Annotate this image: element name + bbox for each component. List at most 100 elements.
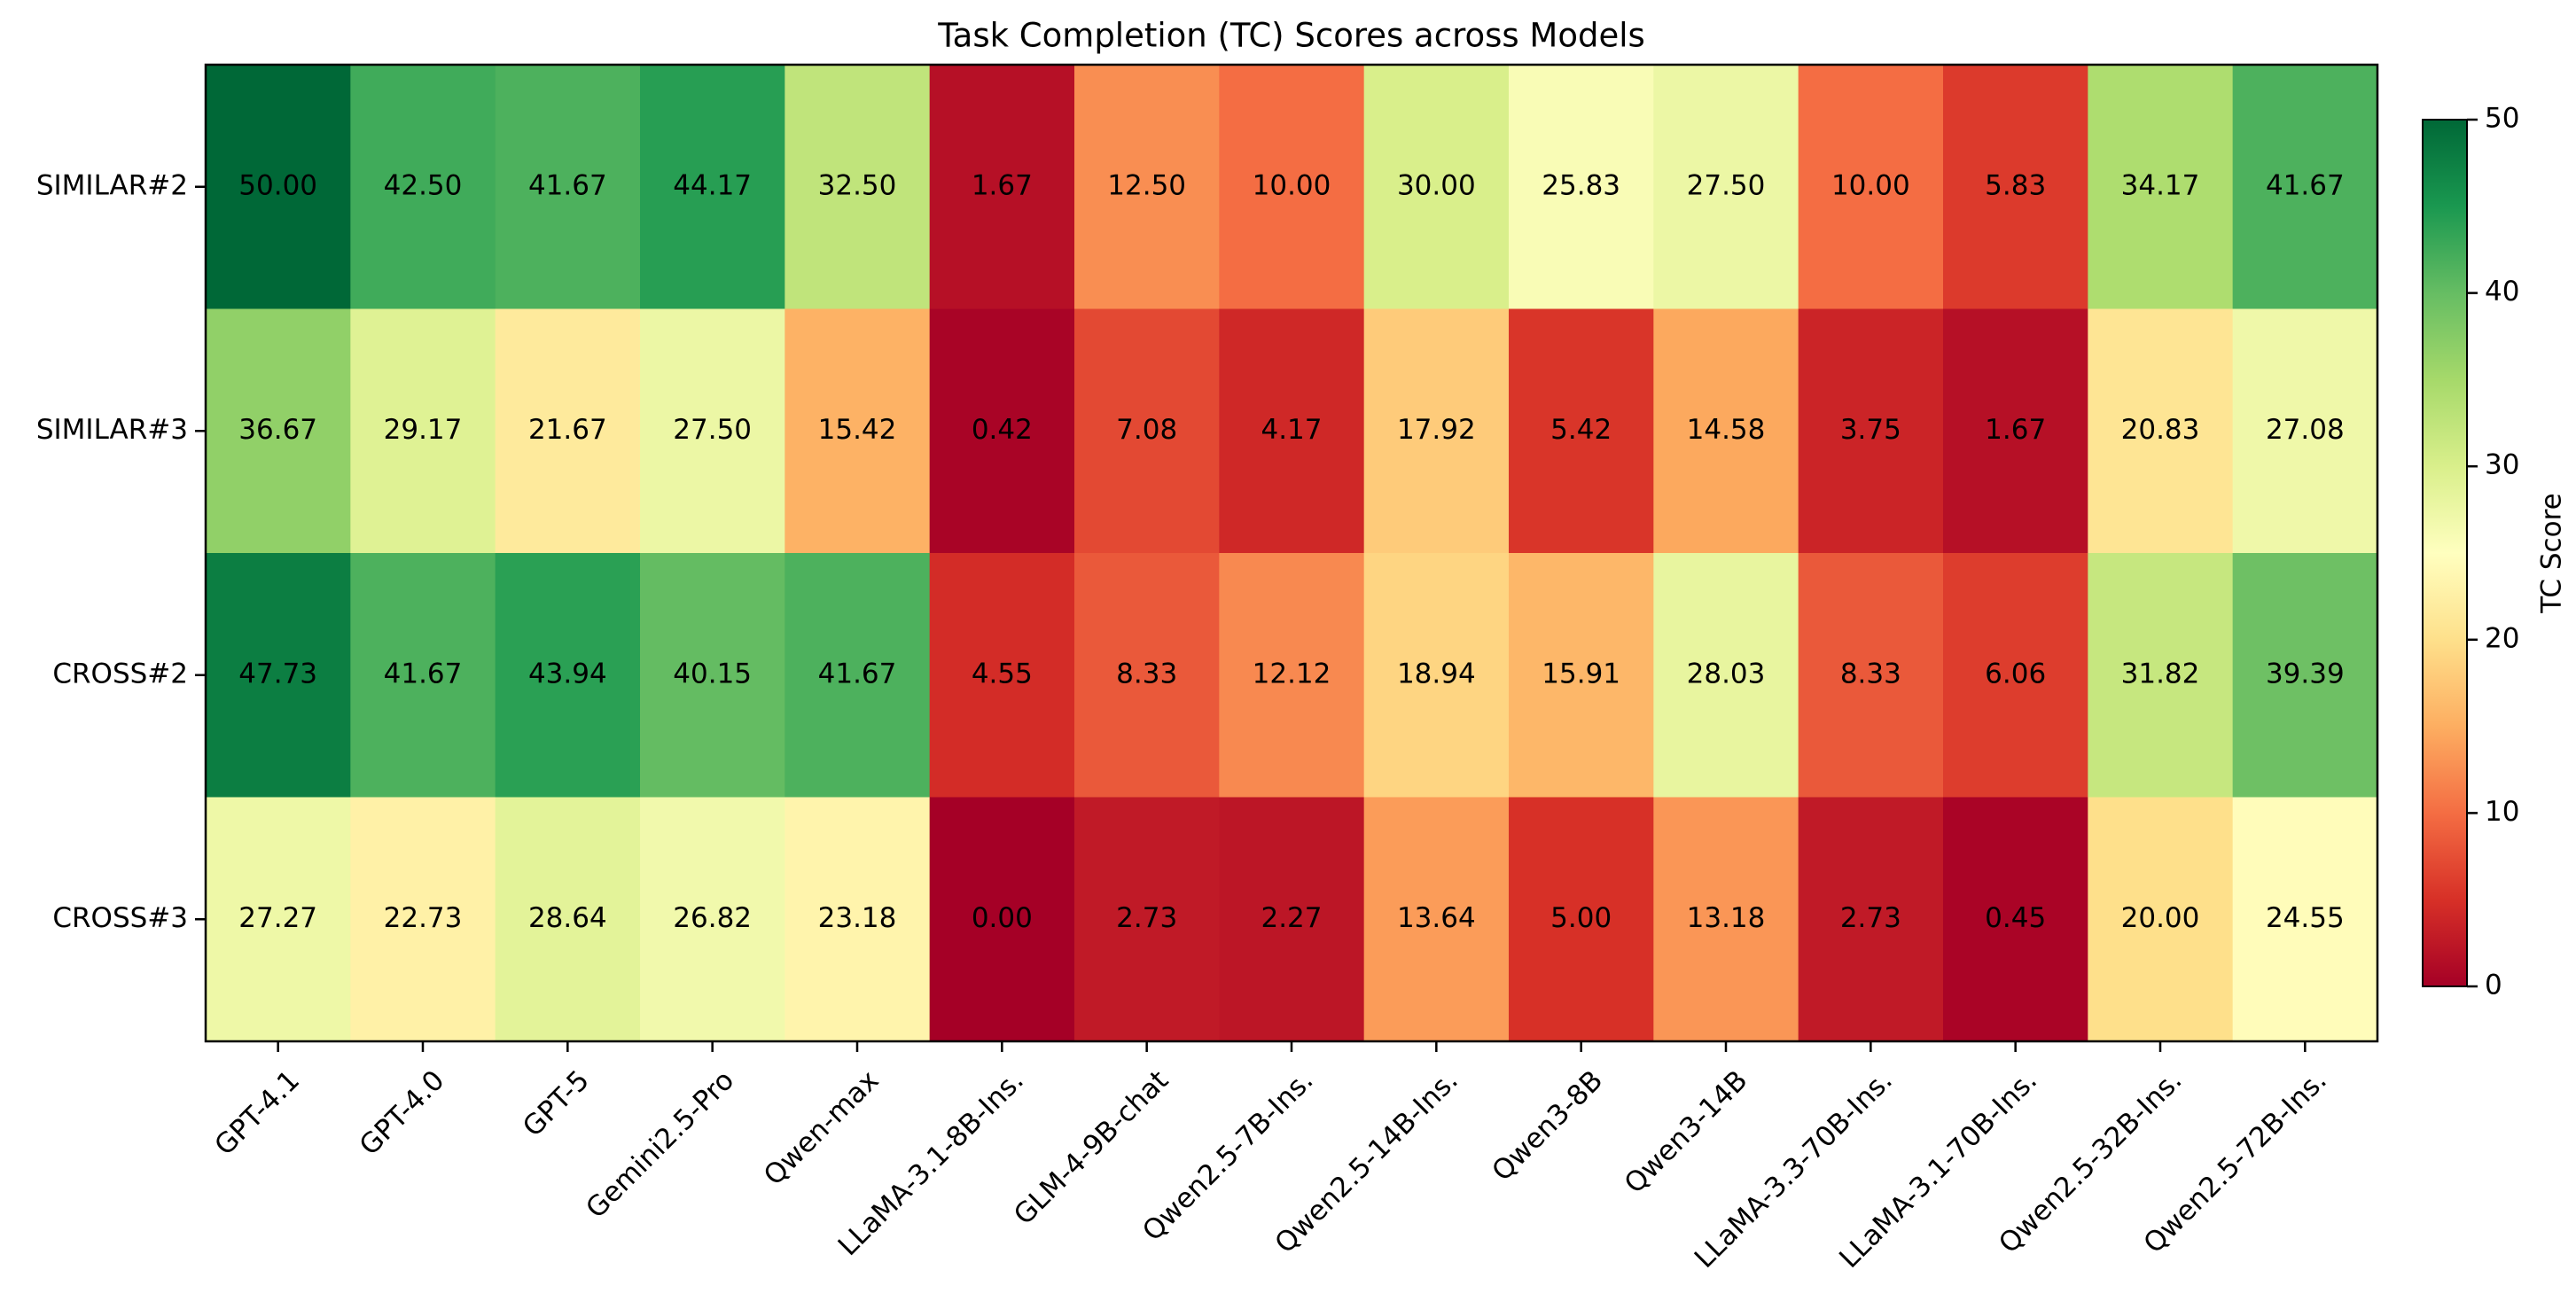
heatmap-cell [1943, 65, 2088, 310]
heatmap-cell [350, 553, 496, 799]
heatmap-cell [929, 553, 1075, 799]
cell-value-label: 25.83 [1542, 169, 1620, 201]
heatmap-cell [929, 65, 1075, 310]
cell-value-label: 12.50 [1107, 169, 1186, 201]
heatmap-cell [495, 797, 641, 1042]
heatmap-cell [785, 65, 931, 310]
heatmap-cell [1509, 553, 1654, 799]
heatmap-cell [1219, 553, 1365, 799]
row-tick-label: SIMILAR#3 [36, 414, 188, 446]
heatmap-cell [1653, 553, 1799, 799]
cell-value-label: 15.91 [1542, 658, 1620, 689]
cell-value-label: 32.50 [818, 169, 897, 201]
colorbar-tick-label: 0 [2485, 970, 2502, 1001]
heatmap-cell [1653, 797, 1799, 1042]
colorbar-tick-label: 40 [2485, 276, 2519, 308]
cell-value-label: 43.94 [528, 658, 607, 689]
heatmap-cell [785, 553, 931, 799]
cell-value-label: 17.92 [1397, 414, 1476, 446]
heatmap-cell [1798, 553, 1944, 799]
heatmap-cell [495, 65, 641, 310]
heatmap-cell [1219, 797, 1365, 1042]
cell-value-label: 2.27 [1261, 902, 1322, 934]
column-tick-label: Gemini2.5-Pro [580, 1064, 740, 1225]
heatmap-cell [640, 553, 785, 799]
cell-value-label: 18.94 [1397, 658, 1476, 689]
heatmap-cell [2232, 65, 2378, 310]
cell-value-label: 26.82 [673, 902, 752, 934]
cell-value-label: 27.27 [238, 902, 317, 934]
row-tick-label: CROSS#2 [52, 658, 188, 689]
cell-value-label: 47.73 [238, 658, 317, 689]
heatmap-cell [2232, 797, 2378, 1042]
column-tick-label: Qwen3-8B [1486, 1064, 1609, 1188]
heatmap-cell [1509, 797, 1654, 1042]
cell-value-label: 0.42 [972, 414, 1033, 446]
cell-value-label: 27.50 [673, 414, 752, 446]
cell-value-label: 1.67 [1985, 414, 2046, 446]
heatmap-cell [640, 797, 785, 1042]
heatmap-cell [1219, 65, 1365, 310]
colorbar [2422, 119, 2468, 987]
cell-value-label: 2.73 [1116, 902, 1177, 934]
heatmap-cell [640, 65, 785, 310]
cell-value-label: 36.67 [238, 414, 317, 446]
heatmap-cell [785, 797, 931, 1042]
cell-value-label: 7.08 [1116, 414, 1177, 446]
heatmap-cell [1798, 797, 1944, 1042]
heatmap-cell [640, 308, 785, 554]
heatmap-cell [1363, 553, 1510, 799]
cell-value-label: 4.55 [972, 658, 1033, 689]
cell-value-label: 31.82 [2121, 658, 2200, 689]
cell-value-label: 40.15 [673, 658, 752, 689]
column-tick-label: GPT-4.0 [354, 1064, 451, 1162]
colorbar-tick-label: 10 [2485, 796, 2519, 828]
cell-value-label: 24.55 [2266, 902, 2345, 934]
heatmap-cell [495, 308, 641, 554]
heatmap-cell [1219, 308, 1365, 554]
colorbar-tick-label: 20 [2485, 622, 2519, 654]
cell-value-label: 50.00 [238, 169, 317, 201]
heatmap-cell [2088, 65, 2234, 310]
heatmap-cell [1943, 797, 2088, 1042]
column-tick-label: Qwen3-14B [1619, 1064, 1754, 1200]
heatmap-cell [1653, 308, 1799, 554]
cell-value-label: 8.33 [1116, 658, 1177, 689]
heatmap-cell [929, 308, 1075, 554]
cell-value-label: 0.00 [972, 902, 1033, 934]
cell-value-label: 2.73 [1840, 902, 1901, 934]
cell-value-label: 20.83 [2121, 414, 2200, 446]
cell-value-label: 34.17 [2121, 169, 2200, 201]
chart-title: Task Completion (TC) Scores across Model… [937, 17, 1645, 55]
cell-value-label: 8.33 [1840, 658, 1901, 689]
cell-value-label: 29.17 [384, 414, 463, 446]
colorbar-tick-label: 50 [2485, 103, 2519, 135]
heatmap-cell [1798, 308, 1944, 554]
colorbar-label: TC Score [2536, 493, 2568, 613]
cell-value-label: 4.17 [1261, 414, 1322, 446]
cell-value-label: 23.18 [818, 902, 897, 934]
cell-value-label: 13.18 [1687, 902, 1766, 934]
cell-value-label: 28.64 [528, 902, 607, 934]
heatmap-cell [2088, 308, 2234, 554]
cell-value-label: 0.45 [1985, 902, 2046, 934]
heatmap-cell [206, 553, 351, 799]
cell-value-label: 5.42 [1550, 414, 1612, 446]
heatmap-cell [1943, 308, 2088, 554]
cell-value-label: 28.03 [1687, 658, 1766, 689]
heatmap-cell [1363, 308, 1510, 554]
cell-value-label: 42.50 [384, 169, 463, 201]
row-tick-label: CROSS#3 [52, 902, 188, 934]
column-tick-label: GPT-4.1 [208, 1064, 306, 1162]
column-tick-label: Qwen-max [758, 1064, 886, 1192]
cell-value-label: 39.39 [2266, 658, 2345, 689]
cell-value-label: 14.58 [1687, 414, 1766, 446]
cell-value-label: 13.64 [1397, 902, 1476, 934]
cell-value-label: 41.67 [818, 658, 897, 689]
heatmap-cell [1798, 65, 1944, 310]
heatmap-cell [1074, 553, 1220, 799]
heatmap-cell [2232, 308, 2378, 554]
heatmap-cell [1363, 65, 1510, 310]
cell-value-label: 27.50 [1687, 169, 1766, 201]
heatmap-cell [350, 308, 496, 554]
